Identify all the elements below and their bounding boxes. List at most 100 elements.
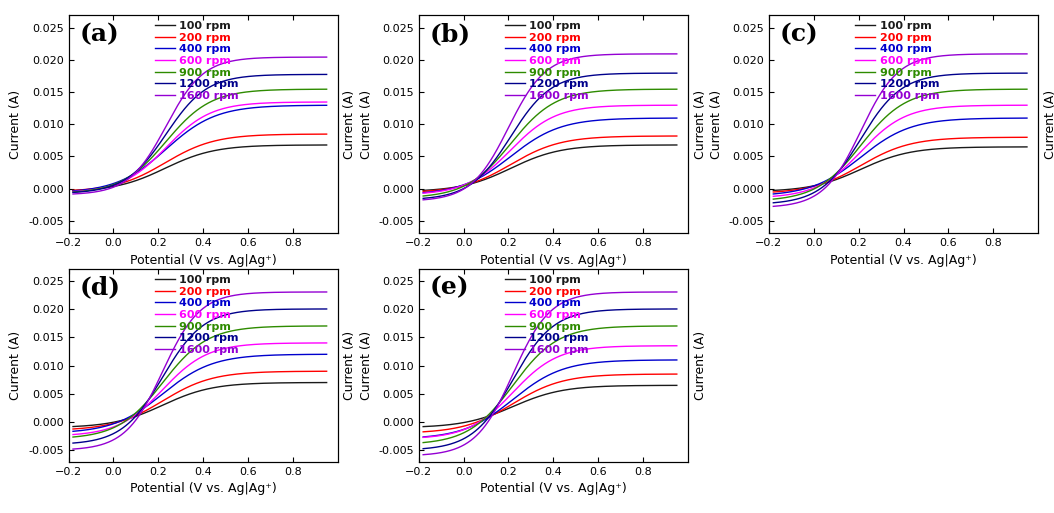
900 rpm xyxy=(181,115,194,121)
Y-axis label: Current (A): Current (A) xyxy=(9,90,22,159)
1600 rpm xyxy=(181,87,194,93)
Line: 200 rpm: 200 rpm xyxy=(73,134,327,190)
Legend: 100 rpm, 200 rpm, 400 rpm, 600 rpm, 900 rpm, 1200 rpm, 1600 rpm: 100 rpm, 200 rpm, 400 rpm, 600 rpm, 900 … xyxy=(155,21,239,101)
Line: 1200 rpm: 1200 rpm xyxy=(73,74,327,192)
1600 rpm xyxy=(257,55,270,61)
Line: 600 rpm: 600 rpm xyxy=(423,346,677,438)
600 rpm xyxy=(566,349,579,355)
900 rpm xyxy=(767,196,780,202)
600 rpm xyxy=(132,170,144,176)
100 rpm xyxy=(416,187,429,193)
400 rpm xyxy=(482,169,494,175)
900 rpm xyxy=(566,330,579,337)
200 rpm xyxy=(482,173,494,180)
600 rpm xyxy=(416,190,429,196)
400 rpm xyxy=(1020,115,1033,121)
100 rpm xyxy=(917,147,930,153)
900 rpm xyxy=(112,423,124,429)
900 rpm xyxy=(257,87,270,93)
200 rpm xyxy=(216,136,229,142)
400 rpm xyxy=(320,351,333,358)
Y-axis label: Current (A): Current (A) xyxy=(1043,90,1054,159)
1200 rpm xyxy=(586,309,599,315)
200 rpm xyxy=(216,373,229,379)
1200 rpm xyxy=(462,183,474,189)
1200 rpm xyxy=(958,71,971,77)
X-axis label: Potential (V vs. Ag|Ag⁺): Potential (V vs. Ag|Ag⁺) xyxy=(480,482,627,495)
900 rpm xyxy=(670,86,683,92)
200 rpm xyxy=(132,174,144,180)
Text: (a): (a) xyxy=(79,22,119,46)
Text: (d): (d) xyxy=(79,275,120,299)
1200 rpm xyxy=(482,415,494,421)
1200 rpm xyxy=(181,337,194,343)
900 rpm xyxy=(833,168,845,174)
1600 rpm xyxy=(462,183,474,189)
400 rpm xyxy=(236,106,249,112)
600 rpm xyxy=(181,124,194,130)
600 rpm xyxy=(236,342,249,348)
100 rpm xyxy=(670,382,683,388)
1600 rpm xyxy=(670,289,683,295)
Line: 100 rpm: 100 rpm xyxy=(423,385,677,427)
1200 rpm xyxy=(132,166,144,172)
Text: (b): (b) xyxy=(429,22,470,46)
1200 rpm xyxy=(112,181,124,187)
100 rpm xyxy=(257,380,270,386)
1600 rpm xyxy=(416,197,429,203)
600 rpm xyxy=(112,181,124,187)
100 rpm xyxy=(670,142,683,148)
1600 rpm xyxy=(670,51,683,57)
1200 rpm xyxy=(66,440,79,446)
1600 rpm xyxy=(257,289,270,295)
1200 rpm xyxy=(236,74,249,80)
600 rpm xyxy=(482,412,494,419)
400 rpm xyxy=(132,409,144,415)
Line: 400 rpm: 400 rpm xyxy=(73,105,327,191)
X-axis label: Potential (V vs. Ag|Ag⁺): Potential (V vs. Ag|Ag⁺) xyxy=(130,482,276,495)
100 rpm xyxy=(608,383,621,389)
400 rpm xyxy=(936,118,949,124)
900 rpm xyxy=(416,440,429,446)
200 rpm xyxy=(833,174,845,181)
1600 rpm xyxy=(586,52,599,58)
100 rpm xyxy=(236,381,249,387)
400 rpm xyxy=(66,428,79,435)
Line: 900 rpm: 900 rpm xyxy=(423,326,677,443)
1600 rpm xyxy=(882,80,895,86)
400 rpm xyxy=(608,358,621,364)
900 rpm xyxy=(462,181,474,187)
1200 rpm xyxy=(416,195,429,202)
1200 rpm xyxy=(531,338,544,344)
100 rpm xyxy=(416,424,429,430)
600 rpm xyxy=(257,100,270,106)
1600 rpm xyxy=(66,446,79,452)
200 rpm xyxy=(236,370,249,377)
600 rpm xyxy=(531,366,544,372)
1200 rpm xyxy=(670,306,683,312)
600 rpm xyxy=(670,102,683,108)
600 rpm xyxy=(66,188,79,194)
200 rpm xyxy=(586,373,599,380)
1600 rpm xyxy=(112,182,124,188)
200 rpm xyxy=(608,134,621,140)
400 rpm xyxy=(132,168,144,174)
900 rpm xyxy=(917,93,930,99)
900 rpm xyxy=(236,89,249,95)
Line: 900 rpm: 900 rpm xyxy=(423,89,677,196)
1200 rpm xyxy=(416,446,429,452)
Line: 100 rpm: 100 rpm xyxy=(73,383,327,426)
100 rpm xyxy=(112,418,124,424)
100 rpm xyxy=(958,145,971,151)
1200 rpm xyxy=(566,76,579,82)
1600 rpm xyxy=(132,414,144,420)
900 rpm xyxy=(958,87,971,93)
1200 rpm xyxy=(257,72,270,78)
200 rpm xyxy=(181,384,194,390)
600 rpm xyxy=(566,107,579,113)
200 rpm xyxy=(531,147,544,153)
1200 rpm xyxy=(236,308,249,314)
1600 rpm xyxy=(833,169,845,175)
100 rpm xyxy=(216,383,229,389)
900 rpm xyxy=(586,89,599,95)
